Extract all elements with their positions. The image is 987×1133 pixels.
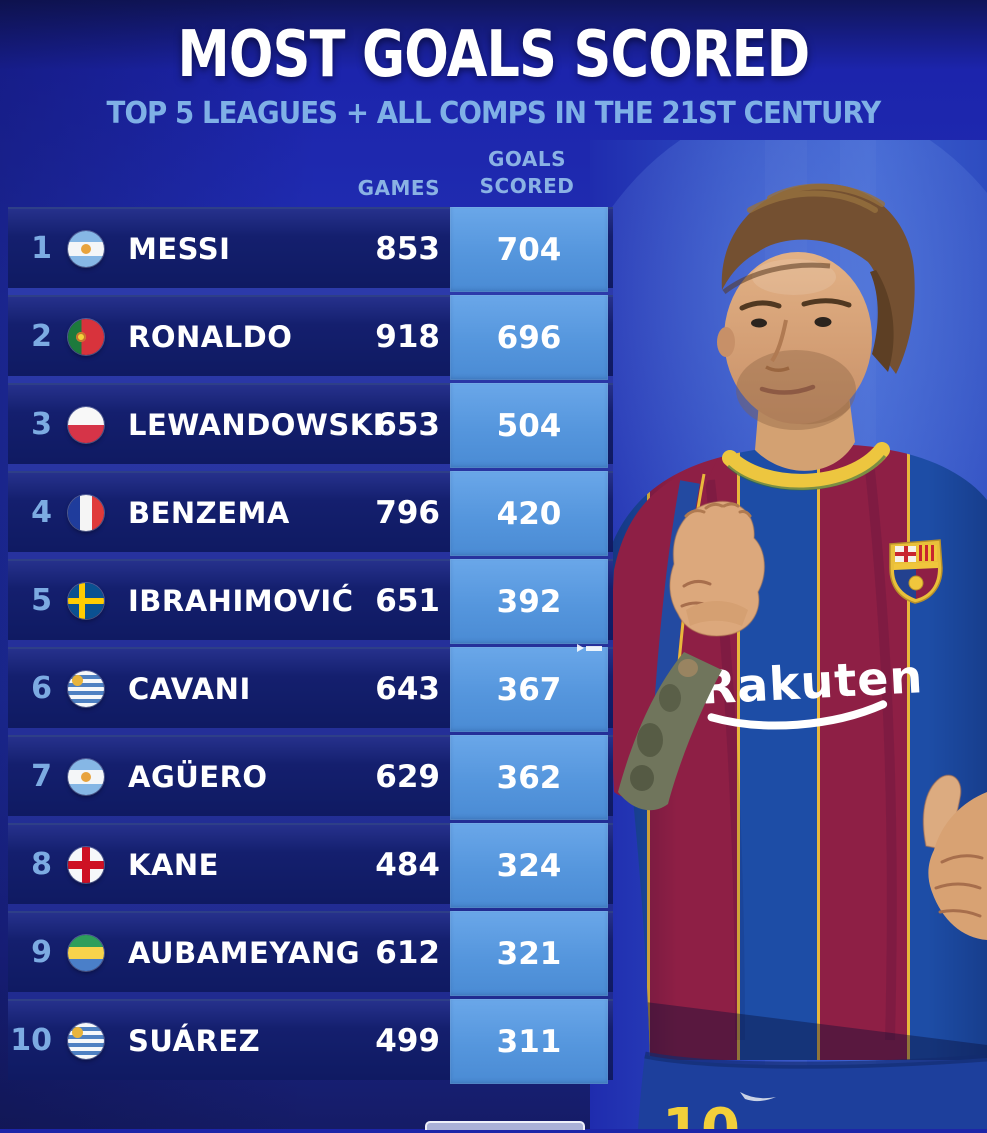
hair xyxy=(721,183,915,374)
shorts: 10 xyxy=(638,1051,987,1133)
rank-label: 5 xyxy=(31,583,52,618)
table-row: 7 AGÜERO 629 362 xyxy=(8,735,613,820)
country-flag-icon xyxy=(68,318,104,355)
messi-photo-svg: Rakuten 10 xyxy=(540,100,987,1133)
table-row: 10 SUÁREZ 499 311 xyxy=(8,999,613,1084)
games-value: 643 xyxy=(375,670,440,707)
table-row: 8 KANE 484 324 xyxy=(8,823,613,908)
country-flag-icon xyxy=(68,494,104,531)
left-arm xyxy=(611,458,766,811)
messi-photo: Rakuten 10 xyxy=(540,100,987,1133)
country-flag-icon xyxy=(68,846,104,883)
eyebrow xyxy=(739,300,782,311)
rank-label: 9 xyxy=(31,935,52,970)
page-subtitle: TOP 5 LEAGUES + ALL COMPS IN THE 21ST CE… xyxy=(106,96,882,131)
games-value: 651 xyxy=(375,582,440,619)
table-row: 1 MESSI 853 704 xyxy=(8,207,613,292)
face xyxy=(724,252,872,424)
goals-cell: 324 xyxy=(450,823,608,908)
jersey-collar xyxy=(722,442,890,491)
games-value: 918 xyxy=(375,318,440,355)
games-value: 499 xyxy=(375,1022,440,1059)
player-name: MESSI xyxy=(128,231,231,266)
table-row: 6 CAVANI 643 367 xyxy=(8,647,613,732)
nose xyxy=(770,319,788,363)
column-header-goals: GOALS SCORED xyxy=(446,146,608,200)
games-value: 853 xyxy=(375,230,440,267)
table-row: 4 BENZEMA 796 420 xyxy=(8,471,613,556)
column-header-games: GAMES xyxy=(357,176,440,200)
ear xyxy=(717,327,735,357)
goals-cell: 696 xyxy=(450,295,608,380)
head xyxy=(717,183,915,471)
goals-cell: 504 xyxy=(450,383,608,468)
player-name: AUBAMEYANG xyxy=(128,935,361,970)
country-flag-icon xyxy=(68,406,104,443)
rank-label: 7 xyxy=(31,759,52,794)
country-flag-icon xyxy=(68,1022,104,1059)
column-header-goals-line1: GOALS xyxy=(487,147,566,171)
games-value: 612 xyxy=(375,934,440,971)
scrubber-bar-icon xyxy=(586,645,602,651)
shorts-number: 10 xyxy=(662,1097,740,1129)
player-name: LEWANDOWSKI xyxy=(128,407,385,442)
page-title: MOST GOALS SCORED xyxy=(177,18,810,92)
rank-label: 10 xyxy=(10,1023,52,1058)
player-name: CAVANI xyxy=(128,671,251,706)
barcelona-crest-icon xyxy=(889,539,943,604)
clenched-fist xyxy=(669,500,766,637)
player-name: BENZEMA xyxy=(128,495,290,530)
table-row: 3 LEWANDOWSKI 653 504 xyxy=(8,383,613,468)
country-flag-icon xyxy=(68,758,104,795)
partially-visible-white-box xyxy=(425,1121,585,1130)
goals-cell: 392 xyxy=(450,559,608,644)
rank-label: 1 xyxy=(31,231,52,266)
player-name: RONALDO xyxy=(128,319,293,354)
country-flag-icon xyxy=(68,230,104,267)
table-row: 2 RONALDO 918 696 xyxy=(8,295,613,380)
column-header-goals-line2: SCORED xyxy=(479,174,575,198)
country-flag-icon xyxy=(68,582,104,619)
swoosh-icon xyxy=(740,1092,776,1102)
goals-cell: 367 xyxy=(450,647,608,732)
goals-cell: 311 xyxy=(450,999,608,1084)
right-hand xyxy=(922,774,987,940)
table-row: 5 IBRAHIMOVIĆ 651 392 xyxy=(8,559,613,644)
games-value: 484 xyxy=(375,846,440,883)
rakuten-underline xyxy=(707,700,888,730)
player-name: KANE xyxy=(128,847,219,882)
player-name: AGÜERO xyxy=(128,759,268,794)
goals-cell: 362 xyxy=(450,735,608,820)
games-value: 653 xyxy=(375,406,440,443)
country-flag-icon xyxy=(68,934,104,971)
goals-cell: 321 xyxy=(450,911,608,996)
rank-label: 3 xyxy=(31,407,52,442)
rakuten-logo: Rakuten xyxy=(699,649,924,730)
games-value: 629 xyxy=(375,758,440,795)
play-triangle-icon xyxy=(577,644,584,652)
country-flag-icon xyxy=(68,670,104,707)
video-scrubber-marker-icon xyxy=(577,644,602,652)
table-row: 9 AUBAMEYANG 612 321 xyxy=(8,911,613,996)
player-name: SUÁREZ xyxy=(128,1023,261,1058)
goals-cell: 420 xyxy=(450,471,608,556)
eye xyxy=(814,317,832,327)
mouth xyxy=(759,384,816,395)
goals-cell: 704 xyxy=(450,207,608,292)
rank-label: 6 xyxy=(31,671,52,706)
eye xyxy=(751,318,767,328)
jersey: Rakuten xyxy=(604,442,987,1060)
ranking-table: 1 MESSI 853 704 2 RONALDO 918 696 3 LEWA… xyxy=(8,207,613,1084)
games-value: 796 xyxy=(375,494,440,531)
eyebrow xyxy=(801,298,852,308)
rank-label: 2 xyxy=(31,319,52,354)
player-name: IBRAHIMOVIĆ xyxy=(128,583,354,618)
rank-label: 4 xyxy=(31,495,52,530)
rank-label: 8 xyxy=(31,847,52,882)
